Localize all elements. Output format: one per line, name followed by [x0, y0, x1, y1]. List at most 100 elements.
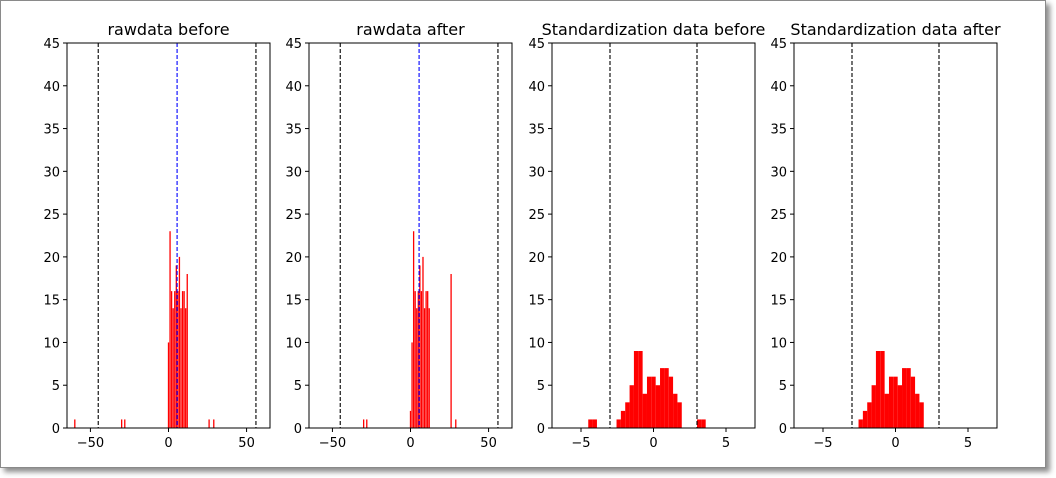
y-tick: 5	[537, 379, 552, 394]
x-tick-label: −50	[77, 436, 104, 451]
y-tick: 5	[52, 379, 67, 394]
y-tick-label: 25	[770, 208, 787, 223]
y-tick: 40	[528, 80, 552, 95]
x-tick: −5	[813, 428, 833, 451]
histogram-bar	[366, 419, 368, 428]
x-tick-label: 50	[480, 436, 497, 451]
histogram-bar	[167, 342, 170, 428]
histogram-bar	[422, 256, 424, 428]
y-tick-label: 0	[52, 422, 60, 437]
y-tick: 30	[770, 165, 794, 180]
x-tick-label: 5	[964, 436, 972, 451]
histogram-bar	[893, 376, 898, 428]
histogram-bar	[668, 376, 674, 428]
x-tick-label: 0	[406, 436, 414, 451]
y-tick: 45	[770, 37, 794, 52]
histogram-bar	[419, 265, 421, 428]
histogram-bar	[651, 376, 656, 428]
histogram-bar	[177, 291, 179, 428]
y-tick: 25	[528, 208, 552, 223]
histogram-bar	[915, 393, 920, 428]
y-tick: 10	[770, 336, 794, 351]
histogram-bar	[902, 368, 907, 428]
y-tick: 25	[770, 208, 794, 223]
y-tick-label: 35	[770, 123, 787, 138]
y-tick: 30	[285, 165, 309, 180]
histogram-bar	[660, 368, 665, 428]
histogram-bar	[178, 256, 181, 428]
y-tick-label: 15	[770, 294, 787, 309]
y-tick-label: 20	[285, 251, 302, 266]
y-tick-label: 35	[528, 123, 545, 138]
histogram-bar	[169, 231, 171, 428]
y-tick: 0	[294, 422, 309, 437]
y-tick: 0	[52, 422, 67, 437]
histogram-bar	[183, 291, 185, 428]
histogram-bar	[427, 291, 429, 428]
y-tick-label: 15	[43, 294, 60, 309]
y-tick: 45	[285, 37, 309, 52]
histogram-bar	[592, 419, 597, 428]
y-tick-label: 25	[528, 208, 545, 223]
y-tick: 35	[285, 123, 309, 138]
histogram-bar	[185, 308, 187, 428]
y-tick-label: 45	[770, 37, 787, 52]
y-tick-label: 25	[285, 208, 302, 223]
histogram-bar	[409, 410, 412, 428]
x-tick-label: −5	[813, 436, 832, 451]
y-tick: 35	[770, 123, 794, 138]
y-tick: 25	[43, 208, 67, 223]
histogram-bar	[871, 385, 876, 428]
y-tick-label: 10	[528, 336, 545, 351]
y-tick: 45	[528, 37, 552, 52]
histogram-bar	[416, 308, 418, 428]
histogram-bar	[616, 419, 621, 428]
histogram-bar	[455, 419, 457, 428]
histogram-bar	[677, 402, 682, 428]
y-tick: 5	[779, 379, 794, 394]
histogram-bar	[208, 419, 210, 428]
x-tick: 50	[480, 428, 497, 451]
histogram-bar	[884, 393, 889, 428]
y-tick-label: 35	[285, 123, 302, 138]
y-tick: 35	[43, 123, 67, 138]
y-tick: 15	[285, 294, 309, 309]
y-tick: 15	[770, 294, 794, 309]
x-tick-label: 0	[164, 436, 172, 451]
y-tick-label: 0	[294, 422, 302, 437]
y-tick-label: 30	[528, 165, 545, 180]
histogram-bar	[910, 376, 916, 428]
x-tick-label: −50	[319, 436, 346, 451]
histogram-bar	[186, 274, 188, 428]
y-tick-label: 25	[43, 208, 60, 223]
histogram-bar	[414, 291, 416, 428]
y-tick-label: 30	[43, 165, 60, 180]
histogram-bar	[875, 351, 881, 428]
y-tick: 40	[770, 80, 794, 95]
y-tick-label: 0	[537, 422, 545, 437]
histogram-bar	[664, 368, 669, 428]
y-tick-label: 20	[528, 251, 545, 266]
x-tick: 0	[649, 428, 658, 451]
histogram-bar	[411, 342, 413, 428]
y-tick-label: 30	[285, 165, 302, 180]
y-tick-label: 0	[779, 422, 787, 437]
subplot-1: −50 0 50 0 5 10 15 20 25 30 35 40 45 rawdata before	[43, 20, 271, 451]
y-tick-label: 20	[770, 251, 787, 266]
histogram-bar	[642, 393, 647, 428]
y-tick-label: 10	[770, 336, 787, 351]
y-tick-label: 15	[528, 294, 545, 309]
chart-title: Standardization data after	[790, 20, 1001, 39]
y-tick-label: 15	[285, 294, 302, 309]
x-tick: 5	[964, 428, 972, 451]
x-tick-label: 5	[722, 436, 730, 451]
y-tick: 10	[43, 336, 67, 351]
histogram-bar	[180, 308, 182, 428]
y-tick: 40	[285, 80, 309, 95]
histogram-bar	[588, 419, 593, 428]
histogram-bar	[880, 351, 885, 428]
y-tick-label: 10	[43, 336, 60, 351]
y-tick: 30	[43, 165, 67, 180]
histogram-bar	[701, 419, 706, 428]
histogram-bar	[620, 410, 626, 428]
